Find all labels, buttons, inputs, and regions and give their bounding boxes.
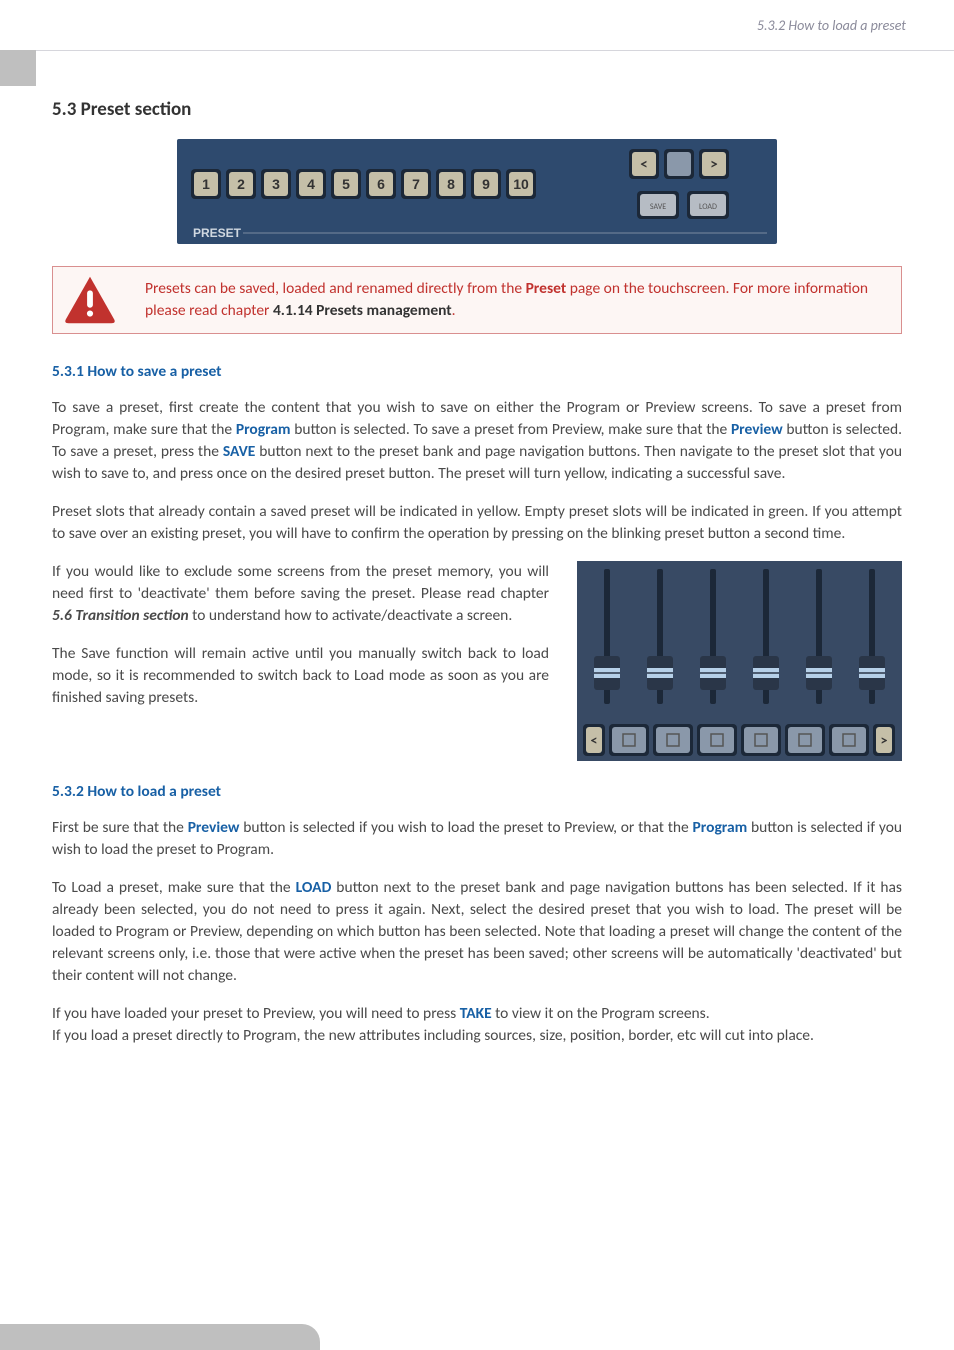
preset-num-3: 3 bbox=[272, 176, 280, 192]
preset-num-9: 9 bbox=[482, 176, 490, 192]
callout-text: Presets can be saved, loaded and renamed… bbox=[145, 278, 881, 323]
preset-num-2: 2 bbox=[237, 176, 245, 192]
s531-p3: If you would like to exclude some screen… bbox=[52, 561, 549, 627]
fader-panel-figure: <> bbox=[577, 561, 902, 766]
header-divider bbox=[0, 50, 954, 51]
save-button-label: SAVE bbox=[650, 202, 666, 212]
preset-label: PRESET bbox=[193, 226, 242, 240]
preset-panel-figure: 1 2 3 4 5 6 7 8 9 10 PRESET < > SAVE LOAD bbox=[52, 139, 902, 244]
preset-num-5: 5 bbox=[342, 176, 350, 192]
s532-p3: If you have loaded your preset to Previe… bbox=[52, 1003, 902, 1025]
s531-p1: To save a preset, first create the conte… bbox=[52, 397, 902, 485]
preset-num-10: 10 bbox=[513, 176, 529, 192]
svg-text:<: < bbox=[591, 732, 598, 749]
preset-num-6: 6 bbox=[377, 176, 385, 192]
subsection-531-title: 5.3.1 How to save a preset bbox=[52, 362, 902, 381]
s532-p4: If you load a preset directly to Program… bbox=[52, 1025, 902, 1047]
nav-right-icon: > bbox=[710, 156, 717, 174]
subsection-532-title: 5.3.2 How to load a preset bbox=[52, 782, 902, 801]
preset-num-8: 8 bbox=[447, 176, 455, 192]
s532-p1: First be sure that the Preview button is… bbox=[52, 817, 902, 861]
svg-text:>: > bbox=[881, 732, 888, 749]
footer: 35 bbox=[0, 1324, 954, 1350]
preset-num-7: 7 bbox=[412, 176, 420, 192]
load-button-label: LOAD bbox=[699, 202, 717, 212]
warning-callout: Presets can be saved, loaded and renamed… bbox=[52, 266, 902, 334]
header-grey-block bbox=[0, 50, 36, 86]
s531-p2: Preset slots that already contain a save… bbox=[52, 501, 902, 545]
section-title: 5.3 Preset section bbox=[52, 98, 902, 121]
preset-num-4: 4 bbox=[307, 176, 315, 192]
warning-icon bbox=[61, 271, 119, 329]
nav-left-icon: < bbox=[640, 156, 647, 174]
s532-p2: To Load a preset, make sure that the LOA… bbox=[52, 877, 902, 987]
breadcrumb: 5.3.2 How to load a preset bbox=[757, 17, 906, 34]
page-number: 35 bbox=[920, 1330, 934, 1347]
s531-p4: The Save function will remain active unt… bbox=[52, 643, 549, 709]
preset-num-1: 1 bbox=[202, 176, 210, 192]
